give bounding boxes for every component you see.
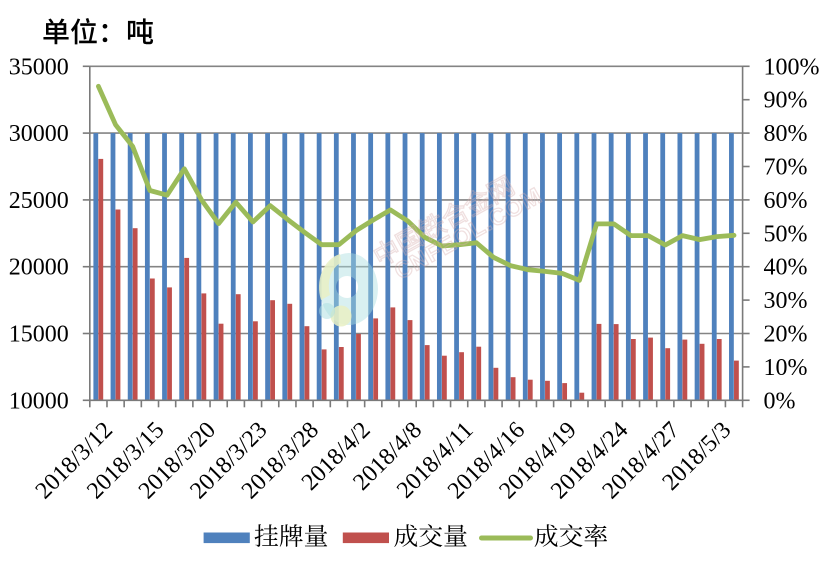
svg-text:15000: 15000 [9,322,69,348]
svg-text:0%: 0% [764,388,796,414]
svg-text:40%: 40% [764,255,808,281]
svg-text:100%: 100% [764,54,820,80]
svg-text:25000: 25000 [9,188,69,214]
svg-text:10%: 10% [764,355,808,381]
svg-text:80%: 80% [764,121,808,147]
svg-text:70%: 70% [764,155,808,181]
svg-text:60%: 60% [764,188,808,214]
svg-text:10000: 10000 [9,388,69,414]
svg-text:90%: 90% [764,88,808,114]
svg-text:30000: 30000 [9,121,69,147]
svg-text:35000: 35000 [9,54,69,80]
svg-text:50%: 50% [764,221,808,247]
svg-text:30%: 30% [764,288,808,314]
svg-text:20000: 20000 [9,255,69,281]
svg-text:20%: 20% [764,322,808,348]
